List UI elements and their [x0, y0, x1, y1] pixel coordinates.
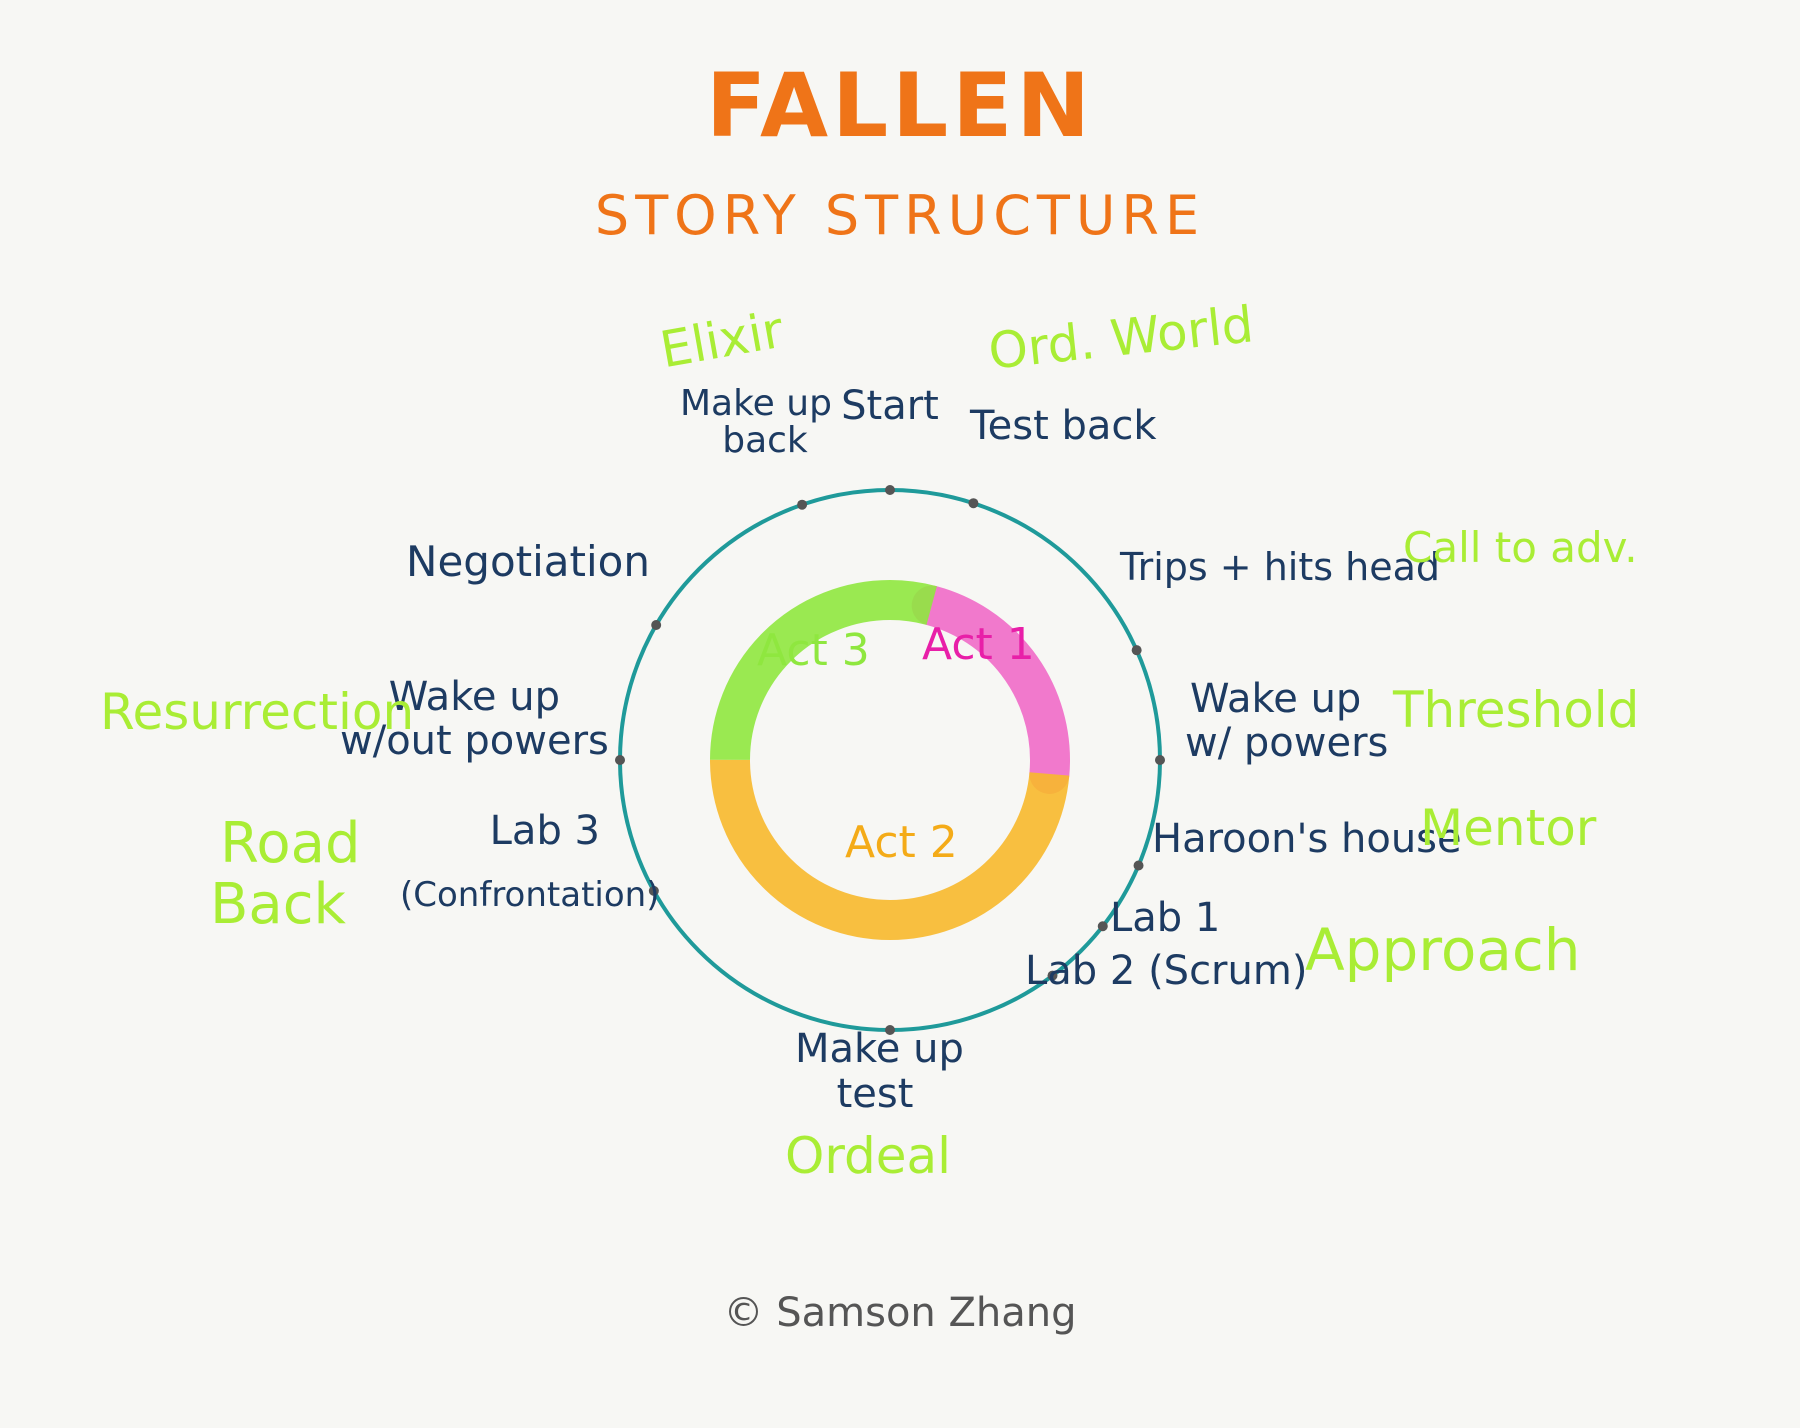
event-start: Start	[835, 385, 945, 427]
dot-start	[885, 485, 895, 495]
stage-resurrection: Resurrection	[100, 686, 414, 739]
stage-mentor: Mentor	[1420, 802, 1596, 855]
stage-approach: Approach	[1305, 920, 1581, 981]
event-haroons-house: Haroon's house	[1152, 818, 1462, 860]
stage-call-to-adventure: Call to adv.	[1403, 526, 1638, 570]
event-lab1: Lab 1	[1110, 897, 1220, 939]
act1-label: Act 1	[922, 622, 1035, 668]
stage-threshold: Threshold	[1393, 684, 1639, 737]
dot-lab1	[1098, 921, 1108, 931]
event-make-up-back-line1: Make up	[680, 385, 825, 423]
event-test-back: Test back	[970, 405, 1157, 447]
event-make-up-test-line2: test	[795, 1073, 955, 1115]
event-trips-hits-head: Trips + hits head	[1120, 548, 1440, 588]
event-wake-with-powers-line2: w/ powers	[1185, 722, 1388, 764]
dot-make-up-back	[797, 500, 807, 510]
event-make-up-test-line1: Make up	[795, 1028, 955, 1070]
event-lab3-line2: (Confrontation)	[400, 878, 640, 914]
event-make-up-back-line2: back	[715, 422, 815, 460]
dot-trips	[1132, 645, 1142, 655]
stage-road-back-line2: Back	[210, 876, 346, 935]
event-lab2-scrum: Lab 2 (Scrum)	[1025, 950, 1307, 992]
act3-label: Act 3	[757, 628, 870, 674]
event-negotiation: Negotiation	[390, 540, 650, 584]
act2-label: Act 2	[845, 820, 958, 866]
event-wake-with-powers-line1: Wake up	[1190, 678, 1361, 720]
dot-haroon	[1134, 860, 1144, 870]
dot-negotiation	[651, 620, 661, 630]
dot-test-back	[968, 498, 978, 508]
dot-wake-powers	[1155, 755, 1165, 765]
stage-road-back-line1: Road	[220, 815, 361, 874]
dot-wake-no-powers	[615, 755, 625, 765]
event-lab3-line1: Lab 3	[440, 810, 600, 852]
author-credit: © Samson Zhang	[0, 1292, 1800, 1334]
stage-ordeal: Ordeal	[785, 1130, 951, 1183]
